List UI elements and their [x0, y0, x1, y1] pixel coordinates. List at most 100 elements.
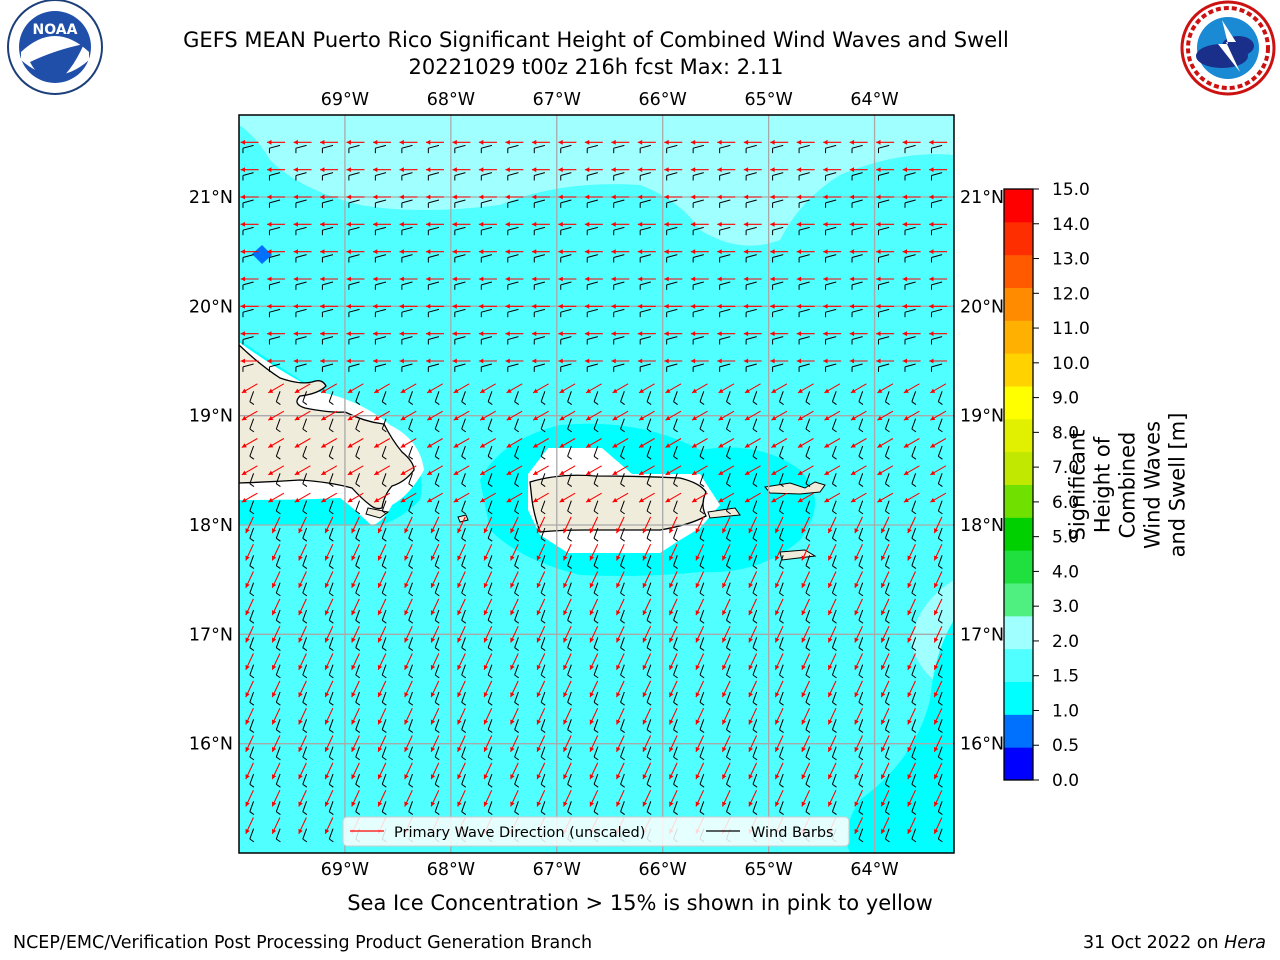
wind-barb-shaft: [646, 582, 652, 594]
wind-barb-shaft: [328, 637, 334, 648]
wind-barb-shaft: [275, 746, 281, 758]
wave-direction-arrowhead: [293, 221, 298, 227]
wind-barb-shaft: [613, 144, 625, 149]
wave-direction-arrowhead: [690, 167, 696, 173]
wind-barb-flag: [249, 455, 255, 460]
wave-direction-arrowhead: [268, 388, 274, 393]
wind-barb-shaft: [514, 582, 519, 594]
wave-direction-arrowhead: [351, 692, 356, 698]
wave-direction-arrowhead: [695, 528, 701, 534]
wave-direction-arrowhead: [933, 828, 939, 834]
wind-barb-shaft: [322, 254, 334, 258]
wave-direction-arrowhead: [664, 358, 669, 364]
wind-barb-shaft: [375, 172, 387, 176]
wind-barb-shaft: [858, 746, 864, 758]
wind-barb-shaft: [699, 445, 705, 457]
wind-barb-shaft: [911, 801, 917, 812]
credit-right: 31 Oct 2022 on Hera: [1083, 933, 1266, 953]
lat-label-right: 16°N: [960, 735, 1004, 755]
wind-barb-shaft: [693, 199, 704, 204]
wind-barb-flag: [514, 619, 520, 624]
wind-barb-flag: [567, 674, 572, 679]
wave-direction-arrowhead: [748, 719, 753, 725]
wind-barb-flag: [514, 592, 520, 597]
lat-label-right: 18°N: [960, 516, 1004, 536]
wind-barb-flag: [514, 729, 520, 733]
wind-barb-flag: [752, 565, 758, 569]
wave-direction-arrowhead: [510, 610, 515, 616]
wind-barb-shaft: [726, 500, 731, 512]
wind-barb-shaft: [408, 445, 413, 457]
wave-direction-arrowhead: [828, 801, 833, 807]
wind-barb-shaft: [937, 445, 943, 457]
wind-barb-shaft: [931, 144, 943, 149]
wave-direction-arrowhead: [877, 497, 883, 503]
wind-barb-flag: [461, 537, 467, 542]
wind-barb-flag: [408, 428, 414, 433]
wind-barb-shaft: [593, 473, 599, 484]
wind-barb-flag: [805, 619, 811, 624]
wind-barb-flag: [938, 510, 943, 515]
chart-subtitle: 20221029 t00z 216h fcst Max: 2.11: [408, 55, 784, 79]
wind-barb-shaft: [831, 664, 837, 676]
wave-direction-arrowhead: [399, 303, 404, 309]
wind-barb-flag: [726, 455, 731, 460]
wind-barb-shaft: [858, 637, 864, 648]
wind-barb-flag: [673, 510, 678, 515]
wave-direction-arrowhead: [298, 637, 303, 643]
wind-barb-flag: [779, 565, 784, 569]
wave-direction-arrowhead: [351, 637, 356, 643]
wind-barb-shaft: [858, 719, 864, 730]
wind-barb-flag: [805, 783, 811, 788]
wind-barb-flag: [726, 565, 731, 569]
wave-direction-arrowhead: [505, 358, 510, 364]
wave-direction-arrowhead: [351, 555, 356, 561]
wind-barb-flag: [355, 729, 361, 733]
wind-barb-flag: [540, 565, 546, 569]
wave-direction-arrowhead: [933, 746, 939, 752]
wind-barb-shaft: [911, 582, 917, 594]
wind-barb-shaft: [858, 773, 864, 785]
wave-direction-arrowhead: [828, 555, 833, 561]
wind-barb-flag: [540, 729, 546, 733]
wave-direction-arrowhead: [642, 692, 648, 698]
wind-barb-shaft: [540, 527, 546, 539]
wave-direction-arrowhead: [722, 528, 727, 534]
wind-barb-flag: [646, 455, 652, 460]
wave-direction-arrowhead: [480, 443, 486, 448]
wind-barb-flag: [381, 592, 387, 597]
wave-direction-arrowhead: [903, 497, 909, 503]
wind-barb-shaft: [534, 308, 546, 313]
wind-barb-flag: [805, 701, 811, 706]
wind-barb-shaft: [805, 500, 811, 512]
wind-barb-shaft: [673, 773, 678, 785]
wave-direction-arrowhead: [642, 719, 648, 725]
wind-barb-shaft: [825, 281, 837, 286]
colorbar-segment: [1004, 517, 1033, 551]
wave-direction-arrowhead: [536, 528, 542, 534]
wind-barb-flag: [938, 811, 943, 815]
wind-barb-shaft: [931, 172, 943, 176]
wave-direction-arrowhead: [586, 443, 592, 448]
wave-direction-arrowhead: [642, 582, 648, 588]
wave-direction-arrowhead: [425, 221, 431, 227]
wind-barb-flag: [726, 674, 731, 679]
wave-direction-arrowhead: [294, 443, 300, 448]
wave-direction-arrowhead: [558, 194, 563, 200]
wave-direction-arrowhead: [271, 555, 277, 561]
wind-barb-flag: [276, 592, 281, 597]
wind-barb-flag: [487, 756, 493, 761]
wave-direction-arrowhead: [240, 276, 245, 282]
mona-island: [457, 514, 469, 523]
lon-label-top: 66°W: [639, 90, 687, 110]
wave-direction-arrowhead: [404, 692, 409, 698]
wind-barb-flag: [752, 674, 758, 679]
wave-direction-arrowhead: [377, 664, 383, 670]
wind-barb-shaft: [587, 336, 598, 340]
wind-barb-shaft: [408, 418, 413, 430]
wind-barb-shaft: [911, 828, 917, 840]
wind-barb-flag: [328, 592, 334, 597]
wave-direction-arrowhead: [824, 470, 830, 475]
wind-barb-shaft: [242, 199, 254, 204]
wave-direction-arrowhead: [770, 249, 775, 255]
